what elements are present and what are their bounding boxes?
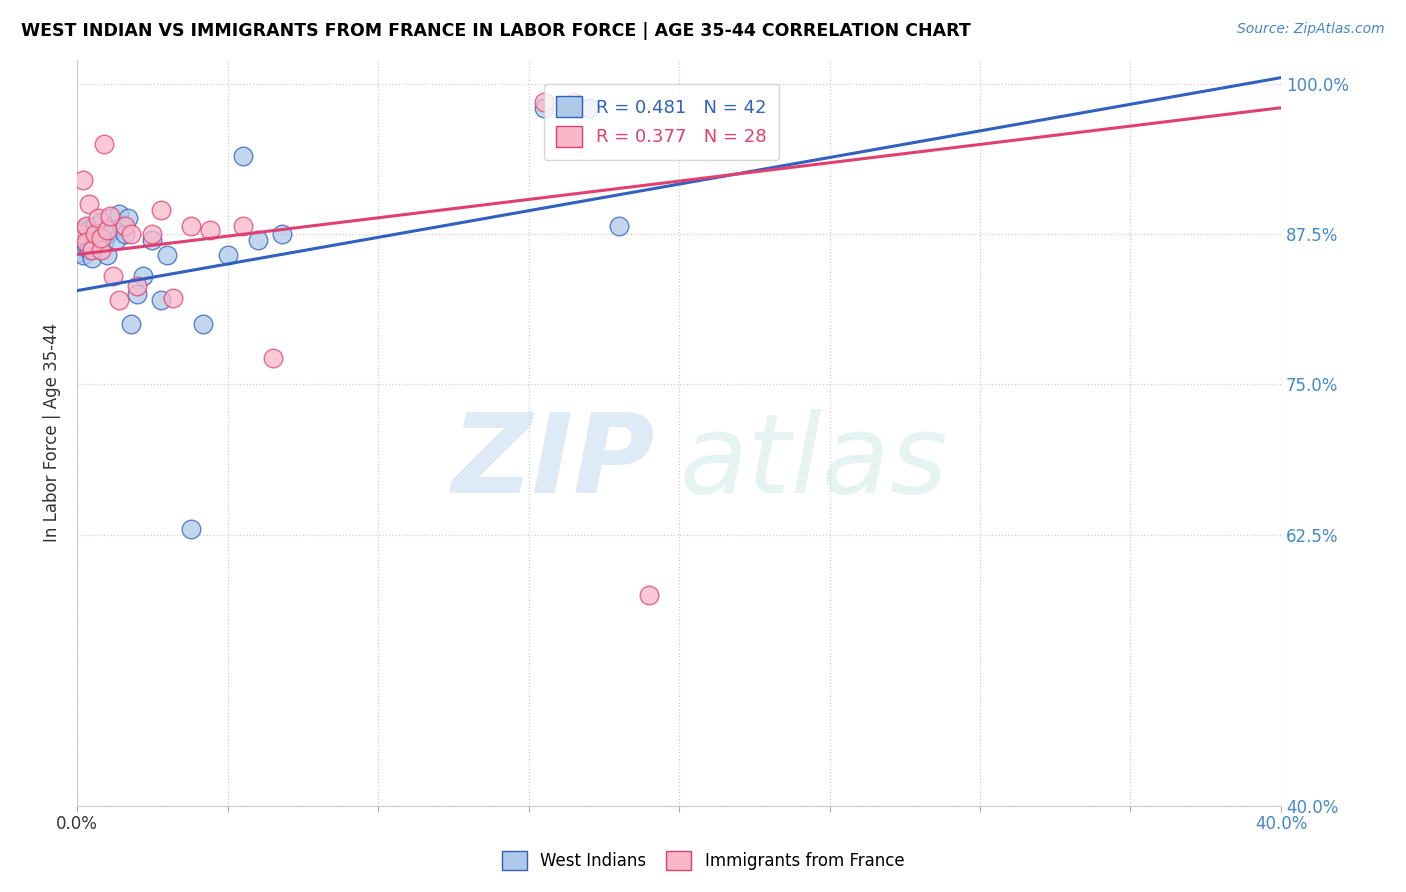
Point: [141, 227, 163, 241]
Point: [69, 245, 91, 260]
Point: [150, 293, 173, 308]
Text: atlas: atlas: [679, 409, 948, 516]
Point: [75, 219, 97, 233]
Point: [82, 240, 104, 254]
Point: [72, 173, 94, 187]
Point: [75, 239, 97, 253]
Point: [96, 227, 118, 241]
Point: [262, 351, 284, 365]
Text: 40.0%: 40.0%: [1254, 815, 1308, 833]
Point: [75, 235, 97, 250]
Point: [75, 221, 97, 235]
Point: [96, 247, 118, 261]
Point: [578, 101, 600, 115]
Text: ZIP: ZIP: [451, 409, 655, 516]
Point: [77, 243, 100, 257]
Text: Source: ZipAtlas.com: Source: ZipAtlas.com: [1237, 22, 1385, 37]
Text: WEST INDIAN VS IMMIGRANTS FROM FRANCE IN LABOR FORCE | AGE 35-44 CORRELATION CHA: WEST INDIAN VS IMMIGRANTS FROM FRANCE IN…: [21, 22, 970, 40]
Legend: R = 0.481   N = 42, R = 0.377   N = 28: R = 0.481 N = 42, R = 0.377 N = 28: [544, 84, 779, 160]
Point: [180, 219, 202, 233]
Point: [193, 318, 215, 332]
Point: [270, 227, 292, 241]
Point: [93, 235, 115, 250]
Point: [141, 233, 163, 247]
Point: [82, 226, 104, 240]
Point: [84, 233, 107, 247]
Point: [120, 227, 142, 241]
Point: [127, 287, 149, 301]
Point: [72, 247, 94, 261]
Point: [75, 230, 97, 244]
Point: [105, 233, 128, 247]
Point: [150, 202, 173, 217]
Point: [232, 149, 254, 163]
Point: [90, 215, 112, 229]
Point: [246, 233, 269, 247]
Point: [217, 247, 239, 261]
Point: [114, 219, 136, 233]
Point: [108, 206, 131, 220]
Point: [77, 197, 100, 211]
Point: [69, 233, 91, 247]
Point: [156, 247, 179, 261]
Y-axis label: In Labor Force | Age 35-44: In Labor Force | Age 35-44: [44, 323, 60, 542]
Point: [607, 219, 630, 233]
Point: [127, 278, 149, 293]
Point: [98, 211, 121, 226]
Point: [84, 227, 107, 241]
Point: [82, 243, 104, 257]
Point: [198, 223, 221, 237]
Point: [638, 588, 661, 602]
Point: [232, 219, 254, 233]
Point: [77, 223, 100, 237]
Point: [90, 230, 112, 244]
Point: [90, 243, 112, 257]
Point: [562, 95, 585, 109]
Point: [82, 251, 104, 265]
Point: [69, 227, 91, 241]
Point: [98, 209, 121, 223]
Point: [120, 318, 142, 332]
Point: [111, 219, 134, 233]
Point: [77, 235, 100, 250]
Point: [87, 227, 110, 241]
Point: [533, 95, 555, 109]
Point: [72, 227, 94, 241]
Point: [533, 101, 555, 115]
Point: [162, 291, 184, 305]
Point: [114, 227, 136, 241]
Text: 0.0%: 0.0%: [56, 815, 98, 833]
Point: [93, 136, 115, 151]
Legend: West Indians, Immigrants from France: West Indians, Immigrants from France: [495, 844, 911, 877]
Point: [103, 269, 125, 284]
Point: [87, 211, 110, 226]
Point: [96, 223, 118, 237]
Point: [180, 522, 202, 536]
Point: [132, 269, 155, 284]
Point: [103, 223, 125, 237]
Point: [117, 211, 139, 226]
Point: [84, 219, 107, 233]
Point: [108, 293, 131, 308]
